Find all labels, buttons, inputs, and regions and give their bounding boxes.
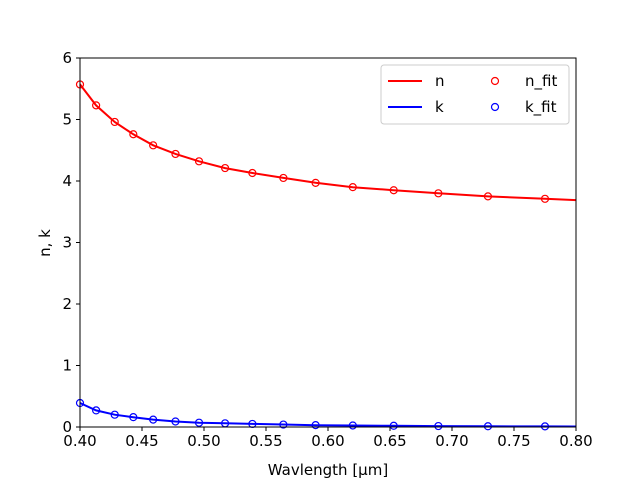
x-tick-label: 0.80 xyxy=(559,432,592,450)
x-tick-label: 0.70 xyxy=(435,432,468,450)
data-point-n_fit xyxy=(220,163,230,173)
data-point-n_fit xyxy=(149,141,158,150)
y-tick-label: 6 xyxy=(62,49,72,67)
data-point-k_fit xyxy=(348,421,357,430)
x-tick-label: 0.40 xyxy=(63,432,96,450)
legend-label-k: k xyxy=(435,98,444,116)
x-axis-ticks: 0.40 0.45 0.50 0.55 0.60 0.65 0.70 0.75 0.80 xyxy=(63,427,593,450)
data-point-n_fit xyxy=(248,168,257,178)
x-tick-label: 0.45 xyxy=(125,432,158,450)
legend-label-n_fit: n_fit xyxy=(525,72,557,91)
y-axis-ticks: 0 1 2 3 4 5 6 xyxy=(62,49,80,436)
data-point-n_fit xyxy=(110,117,119,127)
y-tick-label: 5 xyxy=(62,111,72,129)
x-tick-label: 0.50 xyxy=(187,432,220,450)
y-tick-label: 1 xyxy=(62,357,72,375)
y-axis-title: n, k xyxy=(36,229,54,257)
legend-marker-n_fit xyxy=(490,76,500,86)
data-point-n_fit xyxy=(129,130,138,139)
data-point-k_fit xyxy=(279,420,288,429)
data-point-n_fit xyxy=(389,186,398,195)
data-point-k_fit xyxy=(434,421,443,431)
series-line-n xyxy=(79,83,577,202)
legend-label-n: n xyxy=(435,72,445,90)
data-point-k_fit xyxy=(540,422,550,431)
legend-marker-k_fit xyxy=(490,102,500,112)
x-tick-label: 0.60 xyxy=(311,432,344,450)
data-point-k_fit xyxy=(110,410,119,419)
data-point-k_fit xyxy=(149,415,158,424)
data-point-n_fit xyxy=(279,173,288,183)
data-point-n_fit xyxy=(483,192,493,201)
y-tick-label: 2 xyxy=(62,295,72,313)
data-point-n_fit xyxy=(348,183,357,192)
data-point-k_fit xyxy=(92,406,101,415)
data-point-n_fit xyxy=(540,194,550,203)
y-tick-label: 0 xyxy=(62,418,72,436)
data-point-k_fit xyxy=(194,418,204,427)
data-point-k_fit xyxy=(483,422,493,431)
legend-box xyxy=(380,64,570,125)
series-line-k xyxy=(79,402,577,428)
y-tick-label: 4 xyxy=(62,172,72,190)
data-point-n_fit xyxy=(92,101,101,110)
data-point-k_fit xyxy=(389,421,398,430)
data-point-k_fit xyxy=(129,413,138,422)
x-tick-label: 0.75 xyxy=(497,432,530,450)
legend: nk n_fit k_fit xyxy=(380,64,570,125)
data-point-n_fit xyxy=(171,149,180,159)
data-point-n_fit xyxy=(434,189,443,198)
data-point-n_fit xyxy=(311,178,320,187)
x-tick-label: 0.55 xyxy=(249,432,282,450)
x-axis-title: Wavlength [μm] xyxy=(268,461,388,479)
x-tick-label: 0.65 xyxy=(373,432,406,450)
data-point-k_fit xyxy=(311,421,320,430)
data-point-k_fit xyxy=(171,417,180,426)
data-point-n_fit xyxy=(194,157,204,166)
y-tick-label: 3 xyxy=(62,234,72,252)
legend-label-k_fit: k_fit xyxy=(525,98,557,117)
